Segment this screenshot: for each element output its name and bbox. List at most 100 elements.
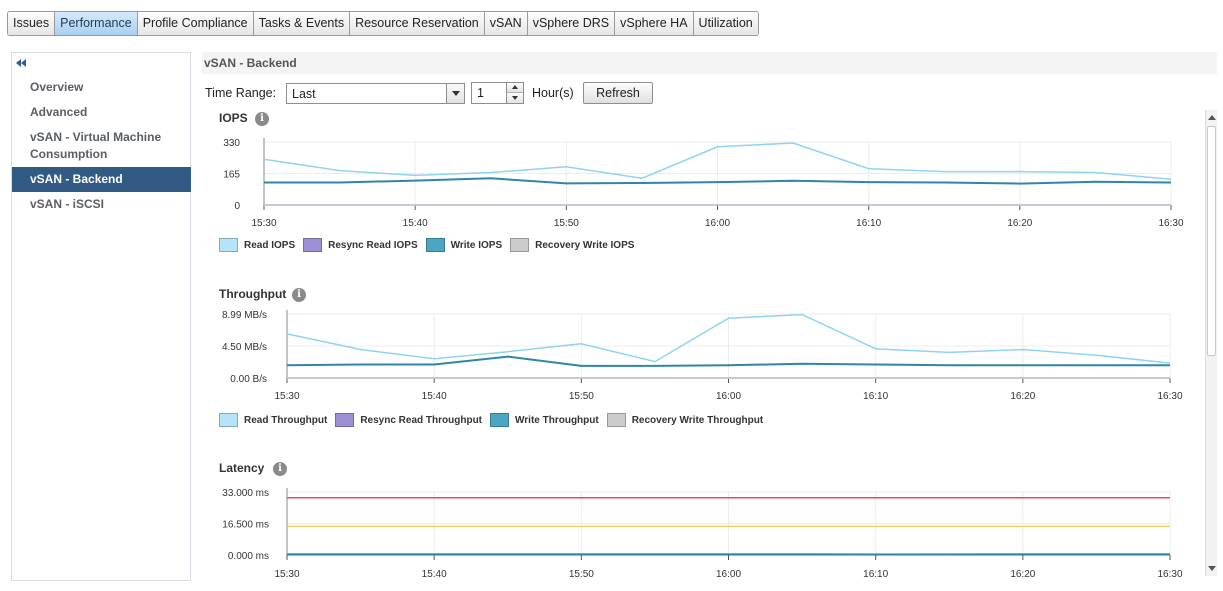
scroll-thumb[interactable] xyxy=(1207,126,1216,356)
panel-title: vSAN - Backend xyxy=(204,56,297,70)
x-tick-label: 16:10 xyxy=(863,391,888,402)
x-tick-label: 15:40 xyxy=(422,569,447,580)
legend-label: Read IOPS xyxy=(244,239,296,251)
time-range-label: Time Range: xyxy=(205,86,277,100)
refresh-button[interactable]: Refresh xyxy=(583,82,653,104)
legend-label: Resync Read IOPS xyxy=(328,239,418,251)
scroll-down-icon[interactable] xyxy=(1206,562,1217,576)
y-tick-label: 0.00 B/s xyxy=(230,374,267,385)
tab-vsphere-ha[interactable]: vSphere HA xyxy=(615,12,694,35)
x-tick-label: 15:30 xyxy=(274,569,299,580)
top-tab-bar: Issues Performance Profile Compliance Ta… xyxy=(7,11,759,36)
iops-chart: 0 165 330 15:30 15:40 15:50 16:00 16:10 16:20 16:… xyxy=(223,138,1184,229)
tab-performance[interactable]: Performance xyxy=(55,12,138,35)
tab-issues[interactable]: Issues xyxy=(8,12,56,35)
x-tick-label: 15:40 xyxy=(403,218,428,229)
y-tick-label: 33.000 ms xyxy=(222,488,269,499)
y-tick-label: 16.500 ms xyxy=(222,520,269,531)
legend-label: Write IOPS xyxy=(450,239,503,251)
x-tick-label: 16:00 xyxy=(716,569,741,580)
x-tick-label: 15:50 xyxy=(569,569,594,580)
legend-swatch xyxy=(490,413,510,427)
x-tick-label: 15:40 xyxy=(422,391,447,402)
iops-legend: Read IOPS Resync Read IOPS Write IOPS Re… xyxy=(219,238,642,252)
legend-label: Recovery Write IOPS xyxy=(535,239,635,251)
collapse-sidebar-icon[interactable] xyxy=(14,57,28,69)
x-tick-label: 16:00 xyxy=(716,391,741,402)
chart-title-iops: IOPS xyxy=(219,111,248,125)
hours-input[interactable] xyxy=(472,83,506,103)
stepper-down-icon[interactable] xyxy=(506,93,523,103)
legend-swatch xyxy=(219,413,238,427)
series-line[interactable] xyxy=(263,142,1172,180)
legend-item[interactable]: Write IOPS xyxy=(425,238,503,252)
x-tick-label: 15:30 xyxy=(251,218,276,229)
legend-label: Write Throughput xyxy=(515,414,599,426)
x-tick-label: 16:10 xyxy=(863,569,888,580)
legend-item[interactable]: Resync Read IOPS xyxy=(303,238,418,252)
x-tick-label: 15:50 xyxy=(569,391,594,402)
legend-swatch xyxy=(510,238,530,252)
x-tick-label: 16:00 xyxy=(705,218,730,229)
scroll-up-icon[interactable] xyxy=(1206,110,1217,124)
y-tick-label: 330 xyxy=(223,138,240,149)
latency-chart: 0.000 ms 16.500 ms 33.000 ms 15:30 15:40 15:5… xyxy=(222,488,1183,580)
legend-swatch xyxy=(606,413,626,427)
panel-header: vSAN - Backend xyxy=(202,52,1217,74)
chart-title-throughput: Throughput xyxy=(219,287,287,301)
series-line[interactable] xyxy=(286,355,1170,367)
sidebar-item-overview[interactable]: Overview xyxy=(30,80,84,94)
sidebar-item-vsan-backend[interactable]: vSAN - Backend xyxy=(12,167,191,192)
tab-tasks-events[interactable]: Tasks & Events xyxy=(253,12,351,35)
chart-title-latency: Latency xyxy=(219,461,265,475)
throughput-chart: 0.00 B/s 4.50 MB/s 8.99 MB/s 15:30 15:40 15:5… xyxy=(222,310,1183,402)
info-icon[interactable]: i xyxy=(255,112,269,126)
x-tick-label: 16:20 xyxy=(1010,391,1035,402)
tab-resource-reservation[interactable]: Resource Reservation xyxy=(350,12,485,35)
legend-item[interactable]: Recovery Write Throughput xyxy=(606,413,764,427)
info-icon[interactable]: i xyxy=(292,288,306,302)
legend-swatch xyxy=(335,413,355,427)
legend-label: Resync Read Throughput xyxy=(360,414,483,426)
y-tick-label: 4.50 MB/s xyxy=(222,342,267,353)
y-tick-label: 0.000 ms xyxy=(228,551,269,562)
info-icon[interactable]: i xyxy=(273,462,287,476)
x-tick-label: 16:20 xyxy=(1010,569,1035,580)
legend-label: Read Throughput xyxy=(244,414,328,426)
tab-profile-compliance[interactable]: Profile Compliance xyxy=(137,12,254,35)
sidebar: Overview Advanced vSAN - Virtual Machine… xyxy=(11,52,191,581)
time-range-select[interactable]: Last xyxy=(286,83,465,104)
hours-label: Hour(s) xyxy=(532,86,574,100)
time-range-value: Last xyxy=(292,87,316,101)
legend-item[interactable]: Write Throughput xyxy=(490,413,599,427)
x-tick-label: 16:10 xyxy=(856,218,881,229)
stepper-up-icon[interactable] xyxy=(506,83,523,93)
sidebar-item-vsan-vm-consumption[interactable]: vSAN - Virtual Machine Consumption xyxy=(30,130,162,161)
tab-vsan[interactable]: vSAN xyxy=(484,12,528,35)
sidebar-item-vsan-iscsi[interactable]: vSAN - iSCSI xyxy=(30,197,105,211)
y-tick-label: 0 xyxy=(234,201,240,212)
sidebar-item-advanced[interactable]: Advanced xyxy=(30,105,88,119)
y-tick-label: 165 xyxy=(223,170,240,181)
legend-item[interactable]: Resync Read Throughput xyxy=(335,413,482,427)
y-tick-label: 8.99 MB/s xyxy=(222,310,267,321)
vertical-scrollbar[interactable] xyxy=(1205,110,1217,576)
hours-stepper[interactable] xyxy=(471,82,524,104)
series-line[interactable] xyxy=(264,177,1172,185)
legend-label: Recovery Write Throughput xyxy=(631,414,764,426)
x-tick-label: 16:30 xyxy=(1157,569,1182,580)
chevron-down-icon[interactable] xyxy=(446,84,464,103)
x-tick-label: 16:30 xyxy=(1158,218,1183,229)
tab-utilization[interactable]: Utilization xyxy=(693,12,758,35)
tab-vsphere-drs[interactable]: vSphere DRS xyxy=(527,12,616,35)
series-line[interactable] xyxy=(286,313,1171,364)
x-tick-label: 15:30 xyxy=(274,391,299,402)
legend-item[interactable]: Recovery Write IOPS xyxy=(510,238,634,252)
x-tick-label: 16:20 xyxy=(1007,218,1032,229)
legend-swatch xyxy=(303,238,323,252)
legend-item[interactable]: Read Throughput xyxy=(219,413,327,427)
charts-area[interactable]: IOPS i 0 165 330 15:30 15:40 15:50 16:00 16:10 1… xyxy=(202,110,1202,581)
legend-item[interactable]: Read IOPS xyxy=(219,238,295,252)
throughput-legend: Read Throughput Resync Read Throughput W… xyxy=(219,413,771,427)
legend-swatch xyxy=(425,238,445,252)
